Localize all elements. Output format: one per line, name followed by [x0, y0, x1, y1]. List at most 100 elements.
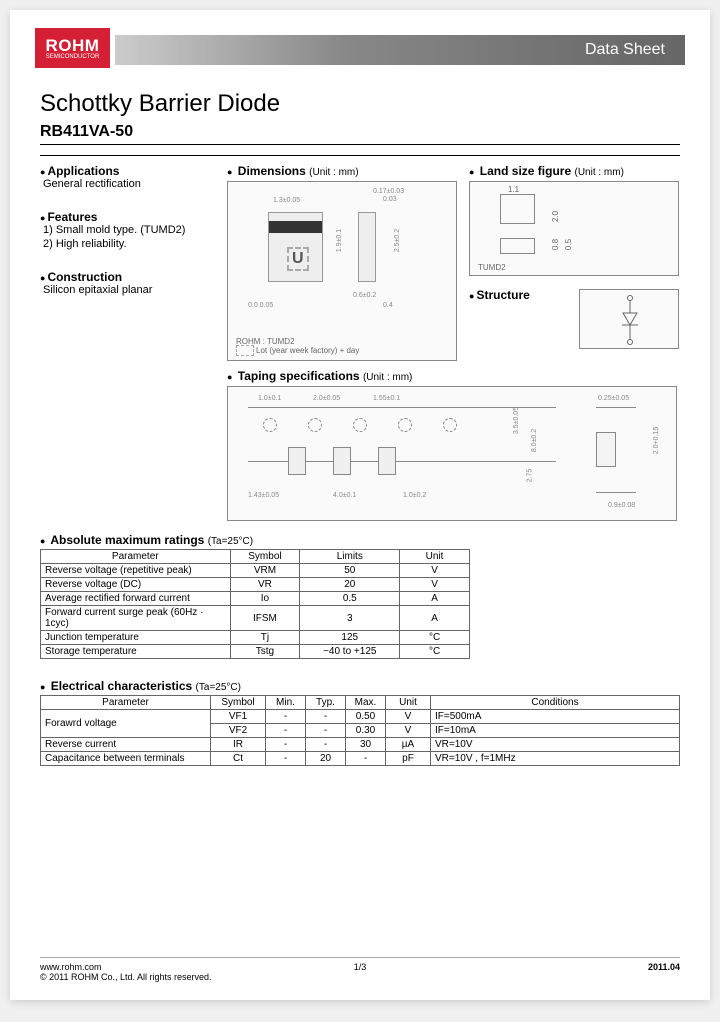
tape-side-view — [581, 407, 651, 497]
table-row: Average rectified forward currentIo0.5A — [41, 592, 470, 606]
package-side — [358, 212, 376, 282]
sprocket-hole-icon — [263, 418, 277, 432]
tdim-b: 2.0±0.05 — [313, 395, 340, 402]
table-row: Reverse currentIR--30µAVR=10V — [41, 738, 680, 752]
land-pkgname: TUMD2 — [478, 263, 506, 272]
title-rule2 — [40, 155, 680, 156]
construction-body: Silicon epitaxial planar — [43, 284, 215, 296]
banner-text: Data Sheet — [585, 41, 665, 59]
land-pad2 — [500, 238, 535, 254]
footer-url: www.rohm.com — [40, 962, 102, 972]
diode-symbol-icon — [615, 295, 645, 345]
brand-name: ROHM — [46, 37, 100, 54]
table-row: Reverse voltage (DC)VR20V — [41, 578, 470, 592]
tape-pocket-icon — [288, 447, 306, 475]
col-param: Parameter — [41, 696, 211, 710]
footer-left: www.rohm.com © 2011 ROHM Co., Ltd. All r… — [40, 962, 212, 982]
footer-page: 1/3 — [354, 962, 367, 972]
dim-t1: 0.17±0.03 — [373, 188, 404, 195]
rohm-logo: ROHM SEMICONDUCTOR — [35, 28, 110, 68]
dim-w: 1.3±0.05 — [273, 197, 300, 204]
tdim-a: 1.0±0.1 — [258, 395, 281, 402]
title-rule — [40, 144, 680, 145]
features-item1: 1) Small mold type. (TUMD2) — [43, 224, 215, 236]
header: ROHM SEMICONDUCTOR Data Sheet — [10, 10, 710, 75]
sprocket-hole-icon — [353, 418, 367, 432]
part-number: RB411VA-50 — [40, 123, 680, 141]
land-diagram: 1.1 2.0 0.8 0.5 TUMD2 — [469, 181, 679, 276]
package-outline: U — [268, 212, 323, 282]
table-row: Forward current surge peak (60Hz · 1cyc)… — [41, 606, 470, 631]
dimensions-heading: Dimensions (Unit : mm) — [227, 164, 457, 178]
features-item2: 2) High reliability. — [43, 238, 215, 250]
tape-pocket-icon — [378, 447, 396, 475]
tdim-j: 0.25±0.05 — [598, 395, 629, 402]
tdim-h: 1.43±0.05 — [248, 492, 279, 499]
footer: www.rohm.com © 2011 ROHM Co., Ltd. All r… — [40, 957, 680, 982]
taping-diagram: 1.0±0.1 2.0±0.05 1.55±0.1 3.5±0.05 8.0±0… — [227, 386, 677, 521]
structure-heading: Structure — [469, 288, 530, 302]
land-unit: (Unit : mm) — [574, 167, 623, 178]
tape-pocket-icon — [333, 447, 351, 475]
structure-diagram — [579, 289, 679, 349]
sprocket-hole-icon — [308, 418, 322, 432]
col-typ: Typ. — [306, 696, 346, 710]
dim-0005: 0.0 0.05 — [248, 302, 273, 309]
dim-t3: 0.6±0.2 — [353, 292, 376, 299]
table-row: Forawrd voltage VF1--0.50VIF=500mA — [41, 710, 680, 724]
land-w: 1.1 — [508, 185, 519, 194]
land-g2: 0.5 — [564, 239, 573, 250]
page-title: Schottky Barrier Diode — [40, 90, 680, 118]
taping-heading: Taping specifications (Unit : mm) — [227, 369, 680, 383]
absmax-cond: (Ta=25°C) — [208, 536, 253, 547]
absmax-table: Parameter Symbol Limits Unit Reverse vol… — [40, 549, 470, 659]
col-unit: Unit — [400, 550, 470, 564]
col-param: Parameter — [41, 550, 231, 564]
brand-tagline: SEMICONDUCTOR — [46, 54, 100, 60]
col-sym: Symbol — [211, 696, 266, 710]
col-lim: Limits — [300, 550, 400, 564]
table-header-row: Parameter Symbol Limits Unit — [41, 550, 470, 564]
footer-date: 2011.04 — [648, 962, 680, 982]
tdim-f: 2.75 — [526, 469, 533, 483]
land-pad1 — [500, 194, 535, 224]
table-header-row: Parameter Symbol Min. Typ. Max. Unit Con… — [41, 696, 680, 710]
land-h: 2.0 — [551, 211, 560, 222]
elec-cond: (Ta=25°C) — [196, 682, 241, 693]
col-min: Min. — [266, 696, 306, 710]
dim-h2: 2.5±0.2 — [394, 229, 401, 252]
applications-body: General rectification — [43, 178, 215, 190]
applications-heading: Applications — [40, 164, 215, 178]
dim-h: 1.9±0.1 — [336, 229, 343, 252]
tdim-g: 4.0±0.1 — [333, 492, 356, 499]
sprocket-hole-icon — [443, 418, 457, 432]
tdim-i: 1.0±0.2 — [403, 492, 426, 499]
left-column: Applications General rectification Featu… — [40, 164, 215, 361]
tdim-c: 1.55±0.1 — [373, 395, 400, 402]
col-conds: Conditions — [431, 696, 680, 710]
sprocket-hole-icon — [398, 418, 412, 432]
elec-heading: Electrical characteristics (Ta=25°C) — [40, 679, 680, 693]
construction-heading: Construction — [40, 270, 215, 284]
footer-copyright: © 2011 ROHM Co., Ltd. All rights reserve… — [40, 972, 212, 982]
col-unit: Unit — [386, 696, 431, 710]
absmax-heading: Absolute maximum ratings (Ta=25°C) — [40, 533, 680, 547]
col-max: Max. — [346, 696, 386, 710]
table-row: Reverse voltage (repetitive peak)VRM50V — [41, 564, 470, 578]
package-band — [269, 221, 322, 233]
tdim-e: 8.0±0.2 — [531, 429, 538, 452]
table-row: Junction temperatureTj125°C — [41, 631, 470, 645]
features-heading: Features — [40, 210, 215, 224]
dimensions-unit: (Unit : mm) — [309, 167, 358, 178]
table-row: Capacitance between terminalsCt-20-pFVR=… — [41, 752, 680, 766]
dimensions-diagram: 1.3±0.05 0.17±0.03 0.03 U 1.9±0.1 2.5±0.… — [227, 181, 457, 361]
header-banner: Data Sheet — [115, 35, 685, 65]
right-column: Land size figure (Unit : mm) 1.1 2.0 0.8… — [469, 164, 679, 361]
land-g1: 0.8 — [551, 239, 560, 250]
tdim-d: 3.5±0.05 — [513, 407, 520, 434]
col-sym: Symbol — [230, 550, 300, 564]
middle-column: Dimensions (Unit : mm) 1.3±0.05 0.17±0.0… — [227, 164, 457, 361]
elec-table: Parameter Symbol Min. Typ. Max. Unit Con… — [40, 695, 680, 766]
dim-t2: 0.03 — [383, 196, 397, 203]
tdim-k: 2.0+0.15 — [653, 427, 660, 454]
